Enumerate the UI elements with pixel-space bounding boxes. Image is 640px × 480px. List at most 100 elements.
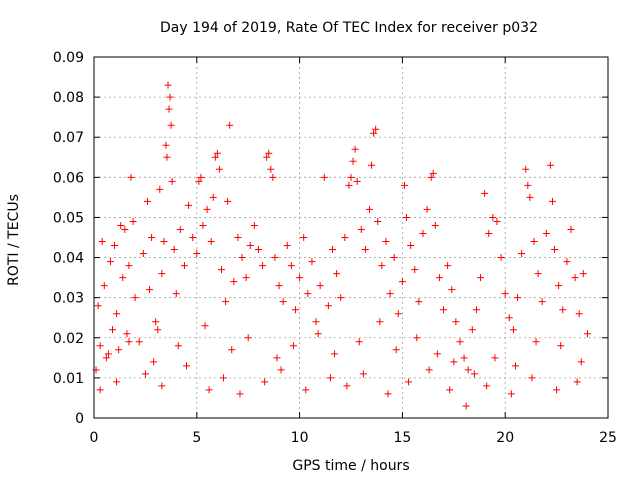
data-point — [143, 197, 151, 205]
data-point — [158, 270, 166, 278]
data-point — [160, 238, 168, 246]
data-point — [304, 290, 312, 298]
y-tick-label: 0.09 — [53, 50, 84, 66]
data-point — [489, 213, 497, 221]
data-point — [472, 306, 480, 314]
data-point — [368, 161, 376, 169]
data-point — [372, 125, 380, 133]
data-point — [370, 129, 378, 137]
data-point — [557, 342, 565, 350]
data-point — [450, 358, 458, 366]
data-point — [425, 366, 433, 374]
data-point — [302, 386, 310, 394]
data-point — [172, 290, 180, 298]
data-point — [100, 282, 108, 290]
data-point — [553, 386, 561, 394]
data-point — [195, 177, 203, 185]
data-point — [131, 294, 139, 302]
data-point — [163, 153, 171, 161]
data-point — [337, 294, 345, 302]
data-point — [164, 81, 172, 89]
data-point — [203, 205, 211, 213]
data-point — [382, 238, 390, 246]
data-point — [343, 382, 351, 390]
data-point — [211, 153, 219, 161]
data-point — [349, 157, 357, 165]
data-point — [269, 173, 277, 181]
data-point — [493, 217, 501, 225]
x-tick-label: 15 — [393, 430, 411, 446]
data-point — [546, 161, 554, 169]
data-point — [483, 382, 491, 390]
data-point — [384, 390, 392, 398]
y-tick-label: 0.01 — [53, 371, 84, 387]
data-point — [579, 270, 587, 278]
data-point — [477, 274, 485, 282]
data-point — [366, 205, 374, 213]
data-point — [238, 254, 246, 262]
gridlines — [94, 57, 608, 418]
y-axis-label: ROTI / TECUs — [6, 194, 22, 286]
data-point — [289, 342, 297, 350]
data-point — [291, 306, 299, 314]
data-point — [505, 314, 513, 322]
data-point — [413, 334, 421, 342]
data-point — [448, 286, 456, 294]
data-point — [378, 262, 386, 270]
data-point — [468, 326, 476, 334]
data-point — [571, 274, 579, 282]
data-point — [374, 217, 382, 225]
x-tick-label: 25 — [599, 430, 617, 446]
data-point — [123, 330, 131, 338]
data-point — [296, 274, 304, 282]
data-point — [189, 234, 197, 241]
y-tick-label: 0.03 — [53, 291, 84, 307]
data-point — [115, 346, 123, 354]
data-point — [532, 338, 540, 346]
data-point — [357, 225, 365, 233]
data-point — [165, 105, 173, 113]
data-point — [452, 318, 460, 326]
plot-frame — [93, 56, 609, 419]
data-point — [244, 334, 252, 342]
data-point — [201, 322, 209, 330]
data-point — [314, 330, 322, 338]
y-tick-label: 0.07 — [53, 130, 84, 146]
data-point — [464, 366, 472, 374]
data-point — [102, 354, 110, 362]
data-point — [287, 262, 295, 270]
data-point — [312, 318, 320, 326]
data-point — [215, 165, 223, 173]
data-point — [254, 246, 262, 254]
data-point — [386, 290, 394, 298]
x-tick-label: 0 — [90, 430, 99, 446]
data-point — [577, 358, 585, 366]
data-point — [563, 258, 571, 266]
data-point — [226, 121, 234, 129]
data-point — [283, 242, 291, 250]
data-point — [148, 234, 156, 241]
y-tick-label: 0.08 — [53, 90, 84, 106]
data-point — [551, 246, 559, 254]
data-points — [92, 81, 591, 410]
data-point — [528, 374, 536, 382]
data-point — [213, 149, 221, 157]
data-point — [158, 382, 166, 390]
data-point — [351, 145, 359, 153]
data-point — [524, 181, 532, 189]
data-point — [94, 302, 102, 310]
data-point — [104, 350, 112, 358]
data-point — [152, 318, 160, 326]
data-point — [392, 346, 400, 354]
data-point — [407, 242, 415, 250]
data-point — [146, 286, 154, 294]
data-point — [341, 234, 349, 241]
data-point — [361, 246, 369, 254]
data-point — [538, 298, 546, 306]
data-point — [359, 370, 367, 378]
data-point — [230, 278, 238, 286]
data-point — [460, 354, 468, 362]
data-point — [166, 93, 174, 101]
data-point — [121, 225, 129, 233]
